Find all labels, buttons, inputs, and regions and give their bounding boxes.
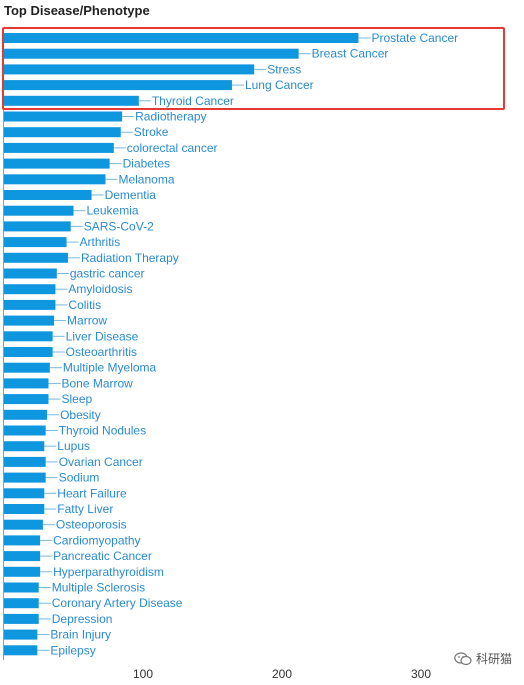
bar-melanoma <box>4 174 106 185</box>
bar-hyperparathyroidism <box>4 566 41 577</box>
bar-arthritis <box>4 237 67 248</box>
category-label: Thyroid Nodules <box>59 424 146 438</box>
bar-fatty-liver <box>4 504 45 514</box>
bar-brain-injury <box>4 629 38 640</box>
bar-multiple-myeloma <box>4 362 50 373</box>
x-tick-labels-layer: 100 200 300 <box>133 667 431 681</box>
category-label: Obesity <box>60 408 101 422</box>
category-label: Depression <box>52 612 113 626</box>
category-label: Coronary Artery Disease <box>52 596 183 610</box>
category-label: Hyperparathyroidism <box>53 565 164 579</box>
x-tick-label: 300 <box>411 667 431 681</box>
category-label: Radiotherapy <box>135 110 206 124</box>
watermark-text: 科研猫 <box>475 652 512 666</box>
bar-lung-cancer <box>4 80 232 91</box>
category-label: Prostate Cancer <box>371 31 458 45</box>
category-label: Bone Marrow <box>61 376 133 390</box>
category-label: Multiple Myeloma <box>63 361 157 375</box>
bar-bone-marrow <box>4 378 49 389</box>
category-label: Radiation Therapy <box>81 251 179 265</box>
category-label: Heart Failure <box>57 486 127 500</box>
bar-epilepsy <box>4 645 38 656</box>
bar-radiation-therapy <box>4 252 68 263</box>
x-tick-label: 100 <box>133 667 153 681</box>
category-label: Colitis <box>68 298 101 312</box>
bar-pancreatic-cancer <box>4 551 41 562</box>
category-label: Osteoarthritis <box>66 345 137 359</box>
category-label: Sodium <box>59 471 100 485</box>
bar-stress <box>4 64 255 75</box>
category-label: Stress <box>267 62 301 76</box>
category-labels-layer: Prostate Cancer Breast Cancer Stress Lung C… <box>50 31 458 657</box>
category-label: Lupus <box>57 439 90 453</box>
bar-stroke <box>4 127 121 138</box>
bar-coronary-artery-disease <box>4 598 39 609</box>
category-label: Stroke <box>134 125 169 139</box>
category-label: Marrow <box>67 314 107 328</box>
bar-gastric-cancer <box>4 268 57 279</box>
category-label: SARS-CoV-2 <box>84 219 154 233</box>
bar-colorectal-cancer <box>4 142 114 153</box>
category-label: colorectal cancer <box>127 141 218 155</box>
category-label: Sleep <box>61 392 92 406</box>
bar-lupus <box>4 441 45 452</box>
category-label: Brain Injury <box>50 628 111 642</box>
category-label: Liver Disease <box>66 329 139 343</box>
bar-leukemia <box>4 205 74 216</box>
category-label: Leukemia <box>87 204 139 218</box>
category-label: Thyroid Cancer <box>152 94 234 108</box>
bar-obesity <box>4 409 48 420</box>
bar-colitis <box>4 299 56 310</box>
bar-diabetes <box>4 158 110 169</box>
chart-title: Top Disease/Phenotype <box>4 3 150 18</box>
bar-sars-cov-2 <box>4 221 71 232</box>
category-label: Osteoporosis <box>56 518 127 532</box>
category-label: Multiple Sclerosis <box>52 581 145 595</box>
x-tick-label: 200 <box>272 667 292 681</box>
category-label: Amyloidosis <box>68 282 132 296</box>
category-label: Melanoma <box>118 172 174 186</box>
watermark: 科研猫 <box>454 650 512 667</box>
bar-ovarian-cancer <box>4 456 46 467</box>
bar-liver-disease <box>4 331 53 342</box>
bar-dementia <box>4 190 92 200</box>
bar-depression <box>4 613 39 624</box>
bar-thyroid-cancer <box>4 95 139 106</box>
bar-breast-cancer <box>4 48 299 59</box>
category-label: Arthritis <box>80 235 121 249</box>
category-label: Fatty Liver <box>57 502 113 516</box>
category-label: Dementia <box>105 188 157 202</box>
category-label: Pancreatic Cancer <box>53 549 152 563</box>
category-label: Lung Cancer <box>245 78 314 92</box>
category-label: Epilepsy <box>50 643 95 657</box>
category-label: Ovarian Cancer <box>59 455 143 469</box>
category-label: gastric cancer <box>70 267 145 281</box>
bar-heart-failure <box>4 488 45 499</box>
bar-sleep <box>4 394 49 405</box>
bar-osteoarthritis <box>4 347 53 357</box>
bar-sodium <box>4 472 46 483</box>
bar-cardiomyopathy <box>4 535 41 546</box>
bar-marrow <box>4 315 55 326</box>
bars-layer <box>4 33 359 656</box>
highlight-box <box>2 27 505 110</box>
bar-radiotherapy <box>4 111 123 122</box>
category-label: Diabetes <box>123 157 170 171</box>
bar-multiple-sclerosis <box>4 582 39 593</box>
category-label: Cardiomyopathy <box>53 533 140 547</box>
wechat-icon <box>454 651 472 666</box>
bar-amyloidosis <box>4 284 56 295</box>
bar-prostate-cancer <box>4 33 359 43</box>
category-label: Breast Cancer <box>312 47 389 61</box>
bar-thyroid-nodules <box>4 425 46 436</box>
leader-lines-layer <box>37 37 371 651</box>
bar-osteoporosis <box>4 519 43 530</box>
